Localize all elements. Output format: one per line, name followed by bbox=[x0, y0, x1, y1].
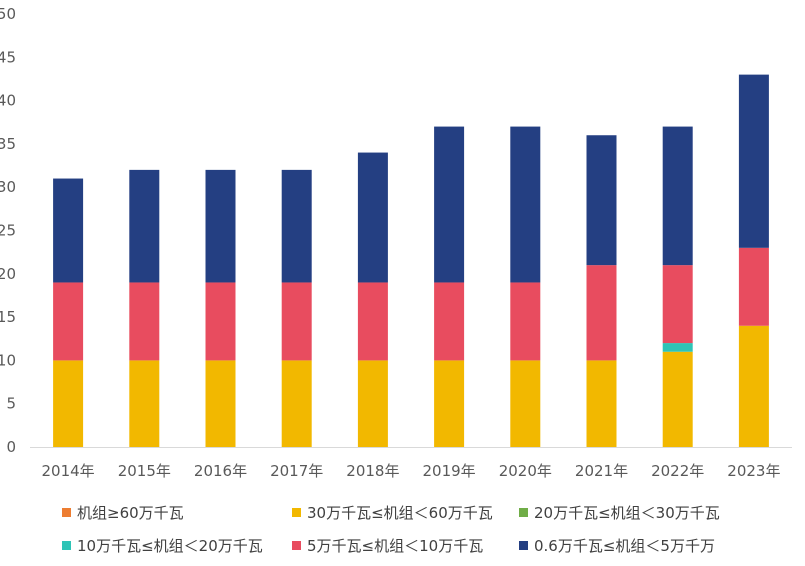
bar-segment bbox=[586, 135, 617, 266]
y-tick-label: 35 bbox=[0, 135, 16, 153]
bar-segment bbox=[129, 360, 160, 447]
y-tick-label: 15 bbox=[0, 308, 16, 326]
bar-segment bbox=[586, 360, 617, 447]
y-tick-label: 25 bbox=[0, 222, 16, 240]
bars bbox=[53, 74, 769, 447]
bar-segment bbox=[357, 152, 388, 283]
bar-segment bbox=[281, 360, 312, 447]
x-axis-ticks: 2014年 2015年 2016年 2017年 2018年 2019年 2020年 2021年… bbox=[42, 462, 781, 480]
x-tick-label: 2016年 bbox=[194, 462, 247, 480]
bar-segment bbox=[205, 169, 236, 283]
bar-segment bbox=[662, 265, 693, 344]
x-tick-label: 2021年 bbox=[575, 462, 628, 480]
x-tick-label: 2018年 bbox=[346, 462, 399, 480]
x-tick-label: 2015年 bbox=[118, 462, 171, 480]
y-tick-label: 30 bbox=[0, 178, 16, 196]
bar-segment bbox=[662, 126, 693, 266]
y-tick-label: 40 bbox=[0, 92, 16, 110]
bar-segment bbox=[434, 360, 465, 447]
bar-segment bbox=[129, 282, 160, 361]
y-axis-ticks: 0 5 10 15 20 25 30 35 40 45 50 bbox=[0, 5, 16, 456]
bar-segment bbox=[53, 178, 84, 283]
bar-segment bbox=[53, 360, 84, 447]
x-tick-label: 2022年 bbox=[651, 462, 704, 480]
bar-segment bbox=[662, 343, 693, 352]
x-tick-label: 2017年 bbox=[270, 462, 323, 480]
x-tick-label: 2014年 bbox=[42, 462, 95, 480]
bar-segment bbox=[738, 74, 769, 248]
bar-segment bbox=[510, 282, 541, 361]
bar-segment bbox=[129, 169, 160, 283]
bar-segment bbox=[738, 247, 769, 326]
bar-segment bbox=[510, 126, 541, 283]
x-tick-label: 2020年 bbox=[499, 462, 552, 480]
y-tick-label: 0 bbox=[6, 438, 16, 456]
bar-segment bbox=[357, 360, 388, 447]
bar-segment bbox=[281, 169, 312, 283]
bar-segment bbox=[662, 351, 693, 447]
y-tick-label: 20 bbox=[0, 265, 16, 283]
y-tick-label: 10 bbox=[0, 351, 16, 369]
x-tick-label: 2019年 bbox=[423, 462, 476, 480]
bar-segment bbox=[510, 360, 541, 447]
bar-segment bbox=[281, 282, 312, 361]
bar-segment bbox=[738, 325, 769, 447]
bar-segment bbox=[434, 282, 465, 361]
bar-segment bbox=[53, 282, 84, 361]
bar-segment bbox=[586, 265, 617, 361]
x-tick-label: 2023年 bbox=[727, 462, 780, 480]
y-tick-label: 5 bbox=[6, 395, 16, 413]
bar-segment bbox=[205, 360, 236, 447]
bar-segment bbox=[434, 126, 465, 283]
y-tick-label: 50 bbox=[0, 5, 16, 23]
bar-segment bbox=[357, 282, 388, 361]
y-tick-label: 45 bbox=[0, 48, 16, 66]
bar-segment bbox=[205, 282, 236, 361]
